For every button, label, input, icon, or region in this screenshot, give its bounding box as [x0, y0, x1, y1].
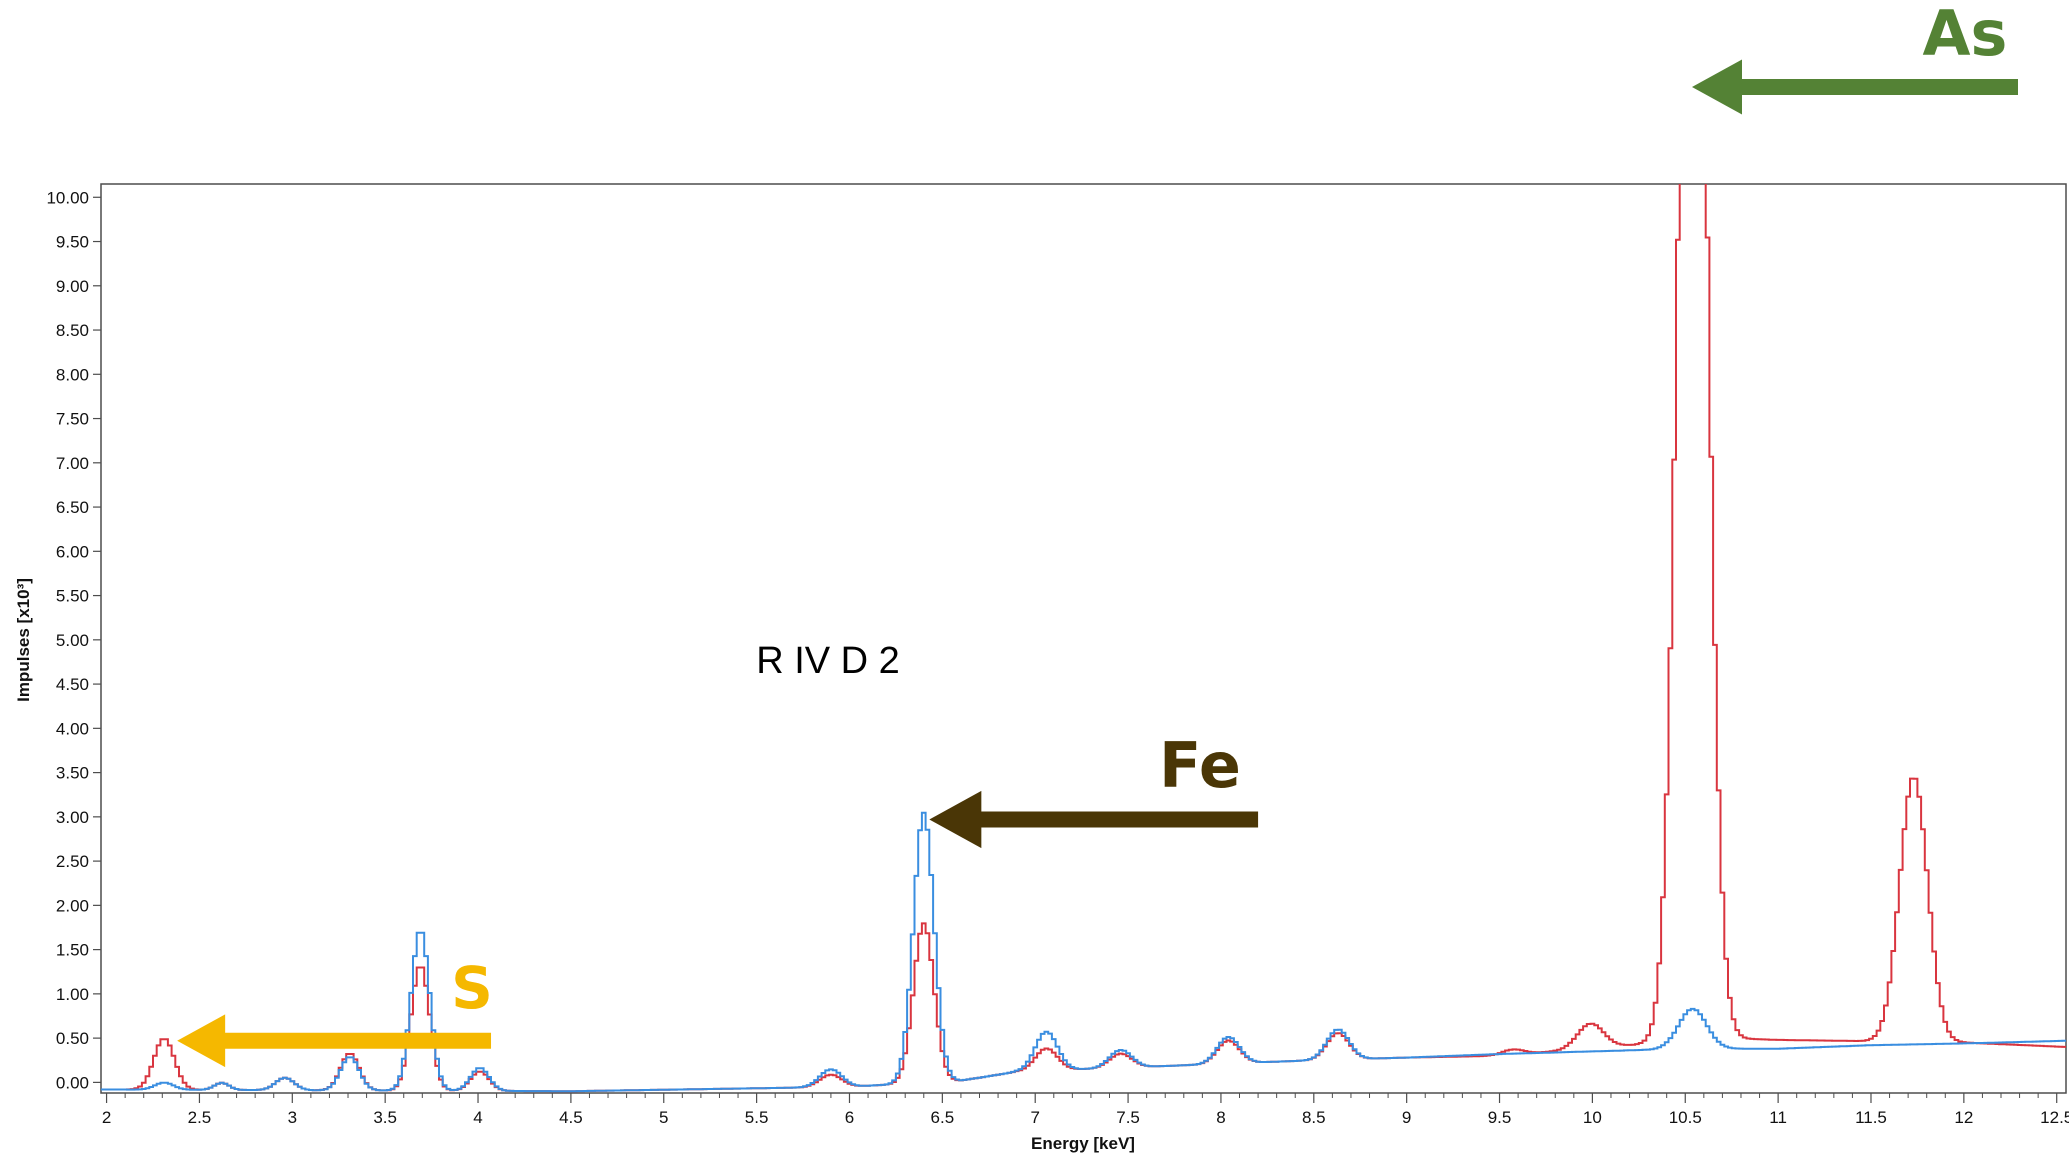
- y-tick-label: 8.00: [56, 365, 89, 384]
- y-tick-label: 2.00: [56, 896, 89, 915]
- x-tick-label: 10.5: [1669, 1108, 1702, 1127]
- x-tick-label: 6: [845, 1108, 854, 1127]
- x-tick-label: 12: [1954, 1108, 1973, 1127]
- y-tick-label: 9.50: [56, 233, 89, 252]
- y-tick-label: 0.00: [56, 1073, 89, 1092]
- y-tick-label: 8.50: [56, 321, 89, 340]
- x-tick-label: 4.5: [559, 1108, 583, 1127]
- plot-area-frame: [100, 183, 2067, 1094]
- annotation-label-s: S: [451, 954, 493, 1022]
- y-tick-label: 9.00: [56, 277, 89, 296]
- y-tick-label: 7.50: [56, 410, 89, 429]
- y-tick-label: 4.00: [56, 719, 89, 738]
- x-tick-label: 5: [659, 1108, 668, 1127]
- y-tick-label: 1.50: [56, 941, 89, 960]
- x-tick-label: 11.5: [1855, 1108, 1887, 1127]
- arrow-head: [929, 790, 982, 849]
- y-tick-label: 3.50: [56, 764, 89, 783]
- arrow-head: [1692, 59, 1742, 115]
- x-tick-label: 8.5: [1302, 1108, 1326, 1127]
- y-tick-label: 5.00: [56, 631, 89, 650]
- x-tick-label: 5.5: [745, 1108, 769, 1127]
- x-tick-label: 9.5: [1488, 1108, 1512, 1127]
- x-tick-label: 11: [1769, 1108, 1787, 1127]
- y-tick-label: 5.50: [56, 587, 89, 606]
- annotation-as: As: [1692, 0, 2018, 115]
- sample-label: R IV D 2: [756, 640, 900, 682]
- x-tick-label: 7: [1030, 1108, 1039, 1127]
- x-tick-label: 2: [102, 1108, 111, 1127]
- y-tick-label: 6.00: [56, 542, 89, 561]
- x-tick-label: 8: [1216, 1108, 1225, 1127]
- series-layer: [101, 184, 2066, 1093]
- x-tick-label: 2.5: [188, 1108, 212, 1127]
- y-tick-label: 2.50: [56, 852, 89, 871]
- arrow-head: [177, 1014, 226, 1068]
- y-tick-label: 10.00: [46, 188, 89, 207]
- y-tick-label: 7.00: [56, 454, 89, 473]
- annotation-s: S: [177, 954, 493, 1068]
- annotation-fe: Fe: [929, 729, 1259, 849]
- x-axis: 2 2.5 3 3.5 4 4.5 5 5.5 6 6.5 7 7.5 8 8.5 9 9.5 10 10.5 11…: [102, 1093, 2069, 1127]
- annotation-layer: S Fe As: [177, 0, 2018, 1068]
- x-axis-title: Energy [keV]: [1031, 1134, 1135, 1153]
- x-tick-label: 7.5: [1116, 1108, 1140, 1127]
- y-tick-label: 4.50: [56, 675, 89, 694]
- y-tick-label: 6.50: [56, 498, 89, 517]
- x-tick-label: 10: [1583, 1108, 1602, 1127]
- x-tick-label: 3: [288, 1108, 297, 1127]
- y-axis-title: Impulses [x10³]: [14, 578, 33, 702]
- y-tick-label: 0.50: [56, 1029, 89, 1048]
- annotation-label-fe: Fe: [1159, 729, 1241, 802]
- y-tick-label: 1.00: [56, 985, 89, 1004]
- x-tick-label: 3.5: [373, 1108, 397, 1127]
- x-tick-label: 4: [473, 1108, 482, 1127]
- y-axis: 0.00 0.50 1.00 1.50 2.00 2.50 3.00 3.50 4.00 4.50…: [46, 188, 101, 1092]
- x-tick-label: 12.5: [2040, 1108, 2069, 1127]
- annotation-label-as: As: [1923, 0, 2008, 70]
- x-tick-label: 6.5: [931, 1108, 955, 1127]
- spectrum-series-2: [101, 811, 2066, 1093]
- y-tick-label: 3.00: [56, 808, 89, 827]
- x-tick-label: 9: [1402, 1108, 1411, 1127]
